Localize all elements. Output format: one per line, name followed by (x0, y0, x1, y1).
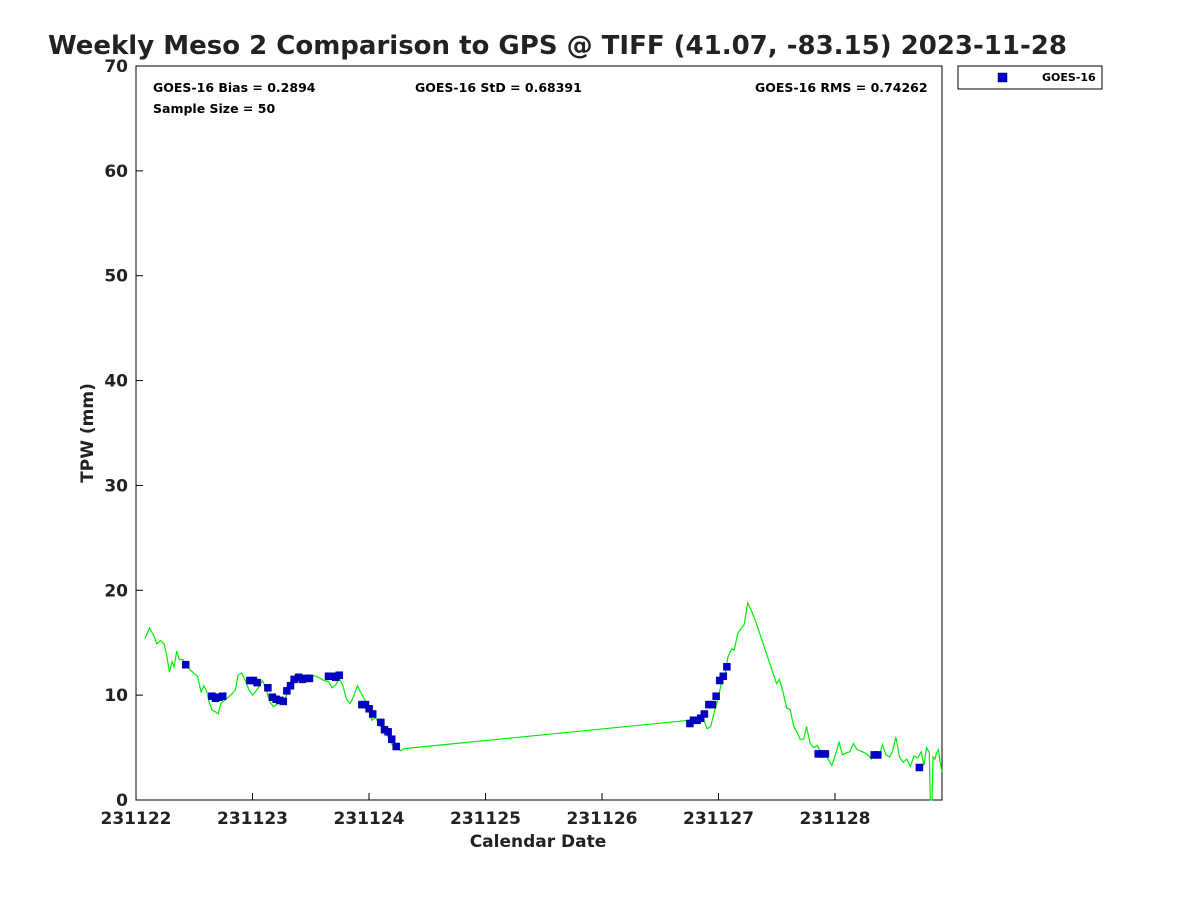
goes-16-point (874, 751, 882, 759)
goes-16-point (384, 728, 392, 736)
goes-16-point (723, 663, 731, 671)
x-axis-label: Calendar Date (470, 832, 607, 852)
goes-16-point (305, 674, 314, 683)
goes-16-point (335, 671, 344, 679)
y-tick-label: 40 (104, 372, 128, 392)
sample-size-stat: Sample Size = 50 (153, 101, 275, 116)
y-tick-label: 60 (104, 162, 128, 182)
rms-stat: GOES-16 RMS = 0.74262 (755, 80, 928, 95)
bias-stat: GOES-16 Bias = 0.2894 (153, 80, 316, 95)
goes-16-point (377, 718, 385, 727)
goes-16-point (712, 692, 720, 700)
x-axis: 231122 231123 231124 231125 231126 231127 2311… (101, 793, 871, 829)
goes-16-point (264, 684, 272, 692)
goes-16-point (392, 742, 400, 751)
goes-16-point (253, 678, 261, 687)
goes-16-point (719, 672, 728, 681)
y-tick-label: 20 (104, 581, 128, 601)
chart-title: Weekly Meso 2 Comparison to GPS @ TIFF (… (48, 31, 1067, 61)
legend: GOES-16 (957, 65, 1103, 90)
goes-16-point (821, 750, 830, 758)
y-tick-label: 30 (104, 476, 128, 496)
x-tick-label: 231128 (800, 809, 871, 829)
y-tick-label: 70 (104, 57, 128, 77)
legend-marker-goes-16 (997, 72, 1008, 83)
goes-16-series (181, 660, 924, 772)
goes-16-point (279, 697, 288, 706)
plot-area (135, 65, 943, 801)
goes-16-point (700, 710, 709, 718)
y-axis-label: TPW (mm) (78, 383, 98, 483)
goes-16-point (218, 692, 227, 700)
goes-16-point (708, 700, 717, 709)
goes-16-point (915, 763, 924, 772)
x-tick-label: 231127 (683, 809, 754, 829)
goes-16-point (387, 735, 396, 743)
legend-label-goes-16: GOES-16 (1042, 71, 1096, 84)
goes-16-point (181, 660, 190, 669)
x-tick-label: 231126 (567, 809, 638, 829)
goes-16-point (368, 710, 377, 718)
legend-box (957, 65, 1103, 90)
y-tick-label: 50 (104, 267, 128, 287)
x-tick-label: 231124 (334, 809, 405, 829)
std-stat: GOES-16 StD = 0.68391 (415, 80, 582, 95)
y-tick-label: 10 (104, 686, 128, 706)
x-tick-label: 231122 (101, 809, 172, 829)
x-tick-label: 231125 (450, 809, 521, 829)
y-axis: 0 10 20 30 40 50 60 70 (104, 57, 143, 811)
x-tick-label: 231123 (217, 809, 288, 829)
goes-16-point (286, 681, 295, 690)
y-tick-label: 0 (116, 791, 128, 811)
